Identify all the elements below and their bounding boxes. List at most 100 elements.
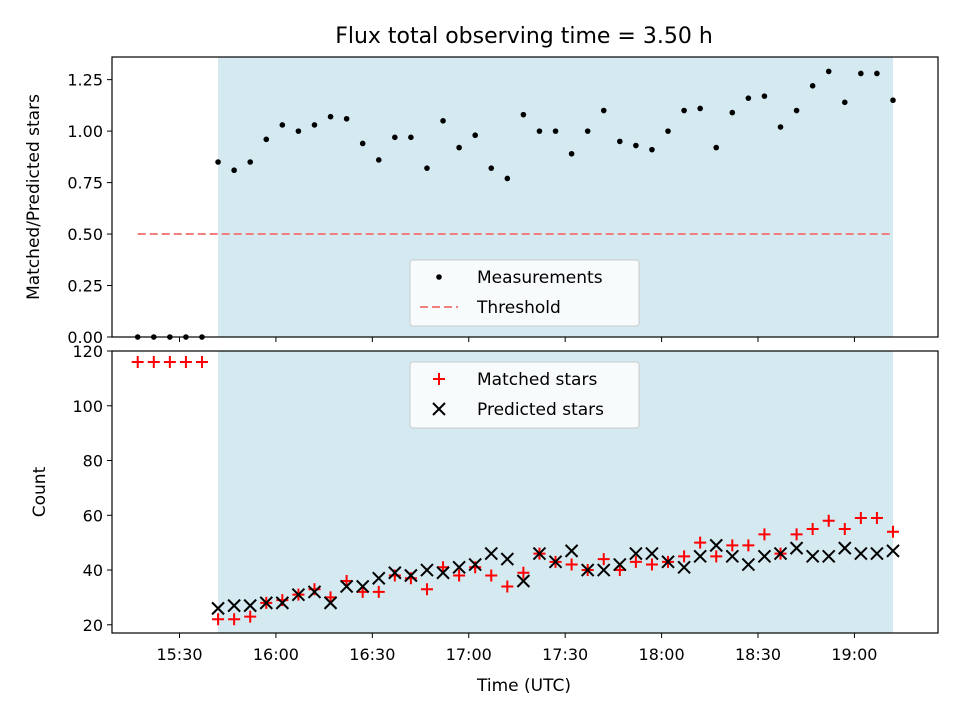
predicted-star-point [677, 560, 691, 574]
matched-star-point [790, 528, 803, 541]
predicted-star-point [404, 568, 418, 583]
measurement-point [392, 134, 398, 141]
legend-measurements-label: Measurements [477, 268, 603, 288]
matched-star-point [179, 355, 192, 368]
predicted-star-point [805, 549, 820, 564]
top-y-tick-label: 0.50 [67, 225, 103, 244]
matched-star-point [645, 558, 658, 571]
bottom-y-axis-label: Count [30, 466, 50, 517]
bottom-legend-box [409, 361, 640, 429]
matched-star-point [372, 585, 385, 598]
legend-predicted-marker [432, 402, 446, 416]
matched-star-point [758, 528, 771, 541]
measurement-point [874, 70, 880, 77]
matched-star-point [854, 512, 867, 525]
measurement-point [890, 97, 896, 104]
measurement-point [295, 128, 302, 134]
predicted-star-point [355, 579, 370, 594]
predicted-star-point [516, 574, 531, 588]
measurement-point [456, 144, 462, 151]
predicted-star-point [629, 546, 643, 561]
measurement-point [761, 93, 768, 99]
top-legend-box [409, 259, 640, 327]
measurement-point [343, 115, 350, 122]
matched-star-point [806, 522, 819, 535]
matched-star-point [887, 525, 900, 538]
x-tick-label: 15:30 [156, 645, 202, 664]
bottom-y-tick-label: 100 [72, 397, 103, 416]
matched-star-point [340, 574, 353, 587]
measurement-point [520, 111, 527, 118]
predicted-star-point [773, 546, 788, 561]
predicted-star-point [211, 601, 225, 616]
predicted-star-point [468, 557, 482, 572]
predicted-star-point [870, 546, 884, 561]
bottom-y-tick-label: 120 [72, 342, 103, 361]
legend-matched-marker [433, 373, 445, 385]
predicted-star-point [789, 541, 804, 555]
top-panel: 0.00 0.25 0.50 0.75 1.00 1.25 Matched/Predict… [24, 56, 939, 347]
top-y-tick-label: 0.25 [67, 277, 103, 296]
measurement-point [408, 134, 414, 141]
predicted-star-point [532, 546, 547, 561]
predicted-star-point [725, 549, 740, 564]
bottom-y-tick-label: 20 [83, 616, 103, 635]
predicted-star-point [291, 587, 306, 602]
x-tick-label: 16:30 [349, 645, 395, 664]
predicted-star-point [323, 596, 338, 610]
matched-star-point [565, 558, 578, 571]
top-y-tick-label: 1.25 [67, 71, 103, 90]
predicted-star-point [307, 585, 322, 599]
predicted-star-point [645, 546, 659, 561]
measurement-point [633, 142, 639, 149]
bottom-legend: Matched stars Predicted stars [409, 361, 640, 429]
measurement-point [825, 68, 832, 75]
measurement-point [552, 128, 559, 134]
top-y-tick-label: 0.75 [67, 174, 103, 193]
predicted-star-point [564, 544, 579, 558]
predicted-star-point [580, 563, 595, 577]
matched-star-point [356, 585, 369, 598]
measurement-point [665, 128, 671, 134]
x-tick-label: 19:00 [831, 645, 877, 664]
predicted-star-point [227, 598, 241, 613]
measurement-point [472, 132, 478, 139]
measurement-point [713, 144, 720, 151]
matched-star-point [517, 566, 530, 579]
predicted-star-point [838, 541, 852, 555]
predicted-star-point [661, 555, 675, 569]
bottom-y-tick-label: 40 [83, 561, 103, 580]
measurement-point [697, 105, 703, 112]
predicted-star-point [709, 538, 723, 553]
measurement-point [617, 138, 623, 145]
matched-star-point [742, 539, 755, 552]
matched-star-point [678, 550, 691, 563]
predicted-star-point [484, 546, 498, 561]
matched-star-point [694, 536, 707, 549]
matched-star-point [420, 583, 433, 596]
predicted-star-point [452, 560, 466, 574]
matched-star-point [244, 610, 257, 623]
matched-star-point [870, 512, 883, 525]
matched-star-point [710, 550, 723, 563]
measurement-point [440, 118, 446, 124]
predicted-star-point [757, 549, 772, 564]
x-axis-label: Time (UTC) [476, 676, 571, 696]
matched-star-point [501, 580, 514, 593]
matched-star-point [147, 355, 160, 368]
matched-star-point [485, 569, 498, 582]
predicted-star-point [259, 596, 273, 610]
predicted-star-point [243, 598, 257, 613]
measurement-point [745, 95, 752, 101]
matched-star-point [195, 355, 208, 368]
predicted-star-point [613, 557, 627, 572]
x-tick-label: 17:00 [446, 645, 492, 664]
predicted-star-point [436, 566, 450, 580]
top-y-axis-label: Matched/Predicted stars [24, 94, 44, 300]
matched-star-point [131, 355, 144, 368]
matched-star-point [212, 613, 225, 626]
legend-threshold-label: Threshold [476, 298, 561, 318]
predicted-star-point [500, 552, 515, 566]
predicted-star-point [741, 557, 756, 572]
